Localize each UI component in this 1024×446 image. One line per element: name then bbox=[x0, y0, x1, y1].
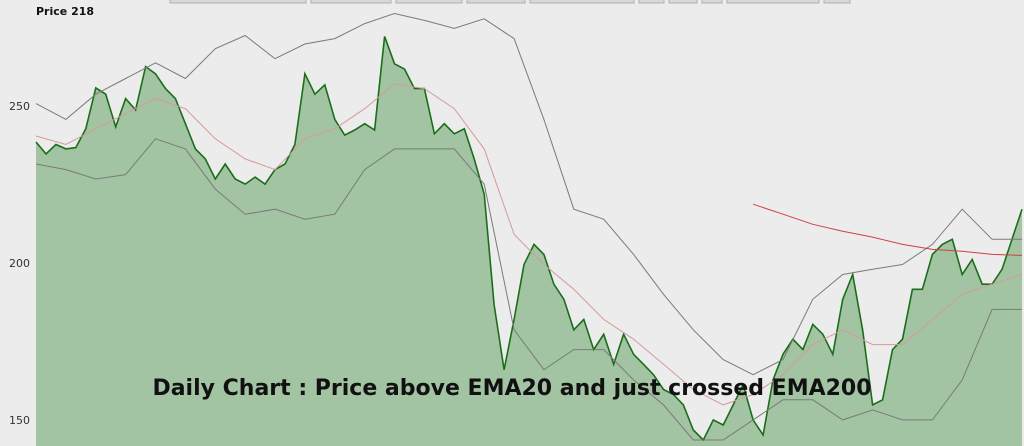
y-tick-label: 200 bbox=[9, 257, 30, 270]
toolbar-button[interactable] bbox=[701, 0, 723, 4]
toolbar-button[interactable] bbox=[310, 0, 392, 4]
toolbar-button[interactable] bbox=[823, 0, 851, 4]
indicator-line bbox=[35, 83, 1023, 406]
toolbar-button[interactable] bbox=[638, 0, 665, 4]
price-area bbox=[36, 36, 1022, 446]
toolbar-button[interactable] bbox=[668, 0, 698, 4]
indicator-line bbox=[35, 138, 1022, 441]
plot-area bbox=[35, 12, 1023, 446]
y-tick-label: 250 bbox=[9, 100, 30, 113]
toolbar-button[interactable] bbox=[726, 0, 820, 4]
toolbar-button[interactable] bbox=[169, 0, 307, 4]
toolbar-button[interactable] bbox=[395, 0, 463, 4]
indicator-line bbox=[35, 12, 1022, 376]
chart-title: Price 218 bbox=[36, 5, 94, 18]
toolbar-button[interactable] bbox=[529, 0, 635, 4]
toolbar-button[interactable] bbox=[466, 0, 526, 4]
price-line bbox=[35, 36, 1023, 442]
indicator-line bbox=[752, 203, 1023, 256]
toolbar bbox=[169, 0, 851, 4]
annotation: Daily Chart : Price above EMA20 and just… bbox=[152, 376, 871, 401]
y-tick-label: 150 bbox=[9, 414, 30, 427]
